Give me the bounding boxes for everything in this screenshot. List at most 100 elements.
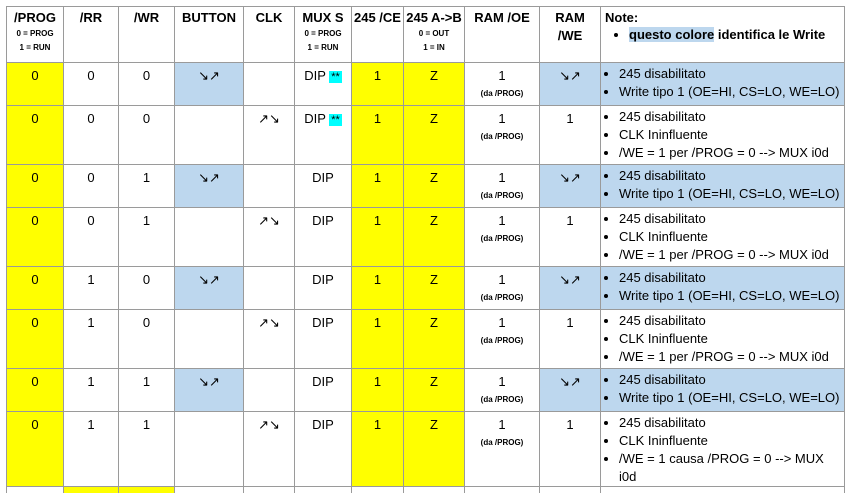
header-muxs-sub: 0 = PROG (295, 27, 351, 41)
cell-rr: 1 (64, 412, 119, 487)
cell-prog: 0 (7, 267, 64, 310)
cell-value: 1 (374, 374, 381, 389)
cell-245ab: Z (404, 165, 465, 208)
cell-muxs: DIP ** (295, 106, 352, 165)
cell-245ce: 1 (352, 412, 404, 487)
cell-value: 0 (143, 111, 150, 126)
cell-value: 1 (374, 272, 381, 287)
note-item: 245 disabilitato (619, 210, 840, 228)
cell-subnote: (da /PROG) (465, 391, 539, 407)
cell-subnote: (da /PROG) (465, 187, 539, 203)
cell-wr: 1 (119, 412, 175, 487)
note-color-sample: questo colore (629, 27, 714, 42)
notes-list: 245 disabilitatoWrite tipo 1 (OE=HI, CS=… (605, 269, 840, 305)
cell-value: 0 (143, 68, 150, 83)
cell-value: 1 (143, 213, 150, 228)
cell-notes: 245 disabilitatoCLK Ininfluente/WE = 1 p… (601, 106, 845, 165)
header-clk: CLK (244, 7, 295, 63)
cell-value: 0 (87, 111, 94, 126)
note-item: 245 disabilitato (619, 371, 840, 389)
cell-245ab: Z (404, 63, 465, 106)
cell-value: 1 (374, 213, 381, 228)
cell-value: 1 (498, 272, 505, 287)
cell-button: ↘↗ (175, 369, 244, 412)
note-item: 245 disabilitato (619, 269, 840, 287)
header-ramwe-label: /WE (540, 27, 600, 45)
header-prog: /PROG 0 = PROG 1 = RUN (7, 7, 64, 63)
cell-ramwe: 1 (540, 106, 601, 165)
cell-prog: 0 (7, 165, 64, 208)
cell-prog: 0 (7, 412, 64, 487)
notes-list: 245 disabilitatoWrite tipo 1 (OE=HI, CS=… (605, 65, 840, 101)
note-legend-text: identifica le Write (714, 27, 825, 42)
header-muxs-label: MUX S (295, 9, 351, 27)
cell-clk: ↗↘ (244, 106, 295, 165)
cell-ramoe: 1(da /PROG) (465, 267, 540, 310)
cell-value: DIP (312, 272, 334, 287)
cell-value: 1 (87, 374, 94, 389)
cell-partial (404, 487, 465, 493)
header-rr-label: /RR (64, 9, 118, 27)
button-pulse-icon: ↘↗ (198, 68, 220, 83)
cell-value: DIP (312, 213, 334, 228)
cell-value: Z (430, 68, 438, 83)
cell-button (175, 310, 244, 369)
cell-prog: 0 (7, 310, 64, 369)
cell-muxs: DIP (295, 412, 352, 487)
cell-partial (175, 487, 244, 493)
footnote-marker: ** (329, 71, 342, 83)
table-row: 000↘↗DIP **1Z1(da /PROG)↘↗245 disabilita… (7, 63, 845, 106)
cell-partial (465, 487, 540, 493)
cell-wr: 0 (119, 63, 175, 106)
cell-subnote: (da /PROG) (465, 434, 539, 450)
header-245ab-sub: 0 = OUT (404, 27, 464, 41)
header-prog-sub: 1 = RUN (7, 41, 63, 55)
cell-ramoe: 1(da /PROG) (465, 106, 540, 165)
cell-value: Z (430, 374, 438, 389)
cell-245ce: 1 (352, 165, 404, 208)
cell-value: 1 (143, 374, 150, 389)
cell-value: 1 (374, 68, 381, 83)
cell-245ab: Z (404, 369, 465, 412)
cell-muxs: DIP (295, 267, 352, 310)
cell-partial (119, 487, 175, 493)
cell-245ce: 1 (352, 267, 404, 310)
cell-notes: 245 disabilitatoWrite tipo 1 (OE=HI, CS=… (601, 369, 845, 412)
cell-value: 1 (498, 170, 505, 185)
cell-value: Z (430, 213, 438, 228)
cell-rr: 0 (64, 165, 119, 208)
note-item: /WE = 1 causa /PROG = 0 --> MUX i0d (619, 450, 840, 486)
cell-245ab: Z (404, 412, 465, 487)
notes-list: 245 disabilitatoCLK Ininfluente/WE = 1 c… (605, 414, 840, 486)
notes-list: 245 disabilitatoCLK Ininfluente/WE = 1 p… (605, 210, 840, 264)
cell-value: 1 (498, 374, 505, 389)
cell-button: ↘↗ (175, 267, 244, 310)
cell-value: Z (430, 417, 438, 432)
cell-value: 0 (31, 111, 38, 126)
cell-clk (244, 369, 295, 412)
button-pulse-icon: ↘↗ (198, 272, 220, 287)
cell-value: Z (430, 315, 438, 330)
truth-table: /PROG 0 = PROG 1 = RUN /RR /WR BUTTON CL… (6, 6, 845, 493)
cell-value: 1 (498, 417, 505, 432)
cell-notes: 245 disabilitatoWrite tipo 1 (OE=HI, CS=… (601, 267, 845, 310)
note-item: 245 disabilitato (619, 414, 840, 432)
cell-partial (352, 487, 404, 493)
cell-value: 0 (31, 68, 38, 83)
cell-wr: 1 (119, 165, 175, 208)
cell-value: 1 (498, 111, 505, 126)
cell-value: 1 (374, 417, 381, 432)
cell-value: 0 (31, 170, 38, 185)
header-ramoe: RAM /OE (465, 7, 540, 63)
cell-value: DIP (304, 68, 325, 83)
note-item: CLK Ininfluente (619, 228, 840, 246)
cell-value: Z (430, 272, 438, 287)
cell-value: 1 (498, 315, 505, 330)
button-pulse-icon: ↘↗ (198, 170, 220, 185)
cell-ramoe: 1 (da /PROG) (465, 412, 540, 487)
cell-245ce: 1 (352, 208, 404, 267)
note-item: Write tipo 1 (OE=HI, CS=LO, WE=LO) (619, 185, 840, 203)
header-note: Note: questo colore identifica le Write (601, 7, 845, 63)
